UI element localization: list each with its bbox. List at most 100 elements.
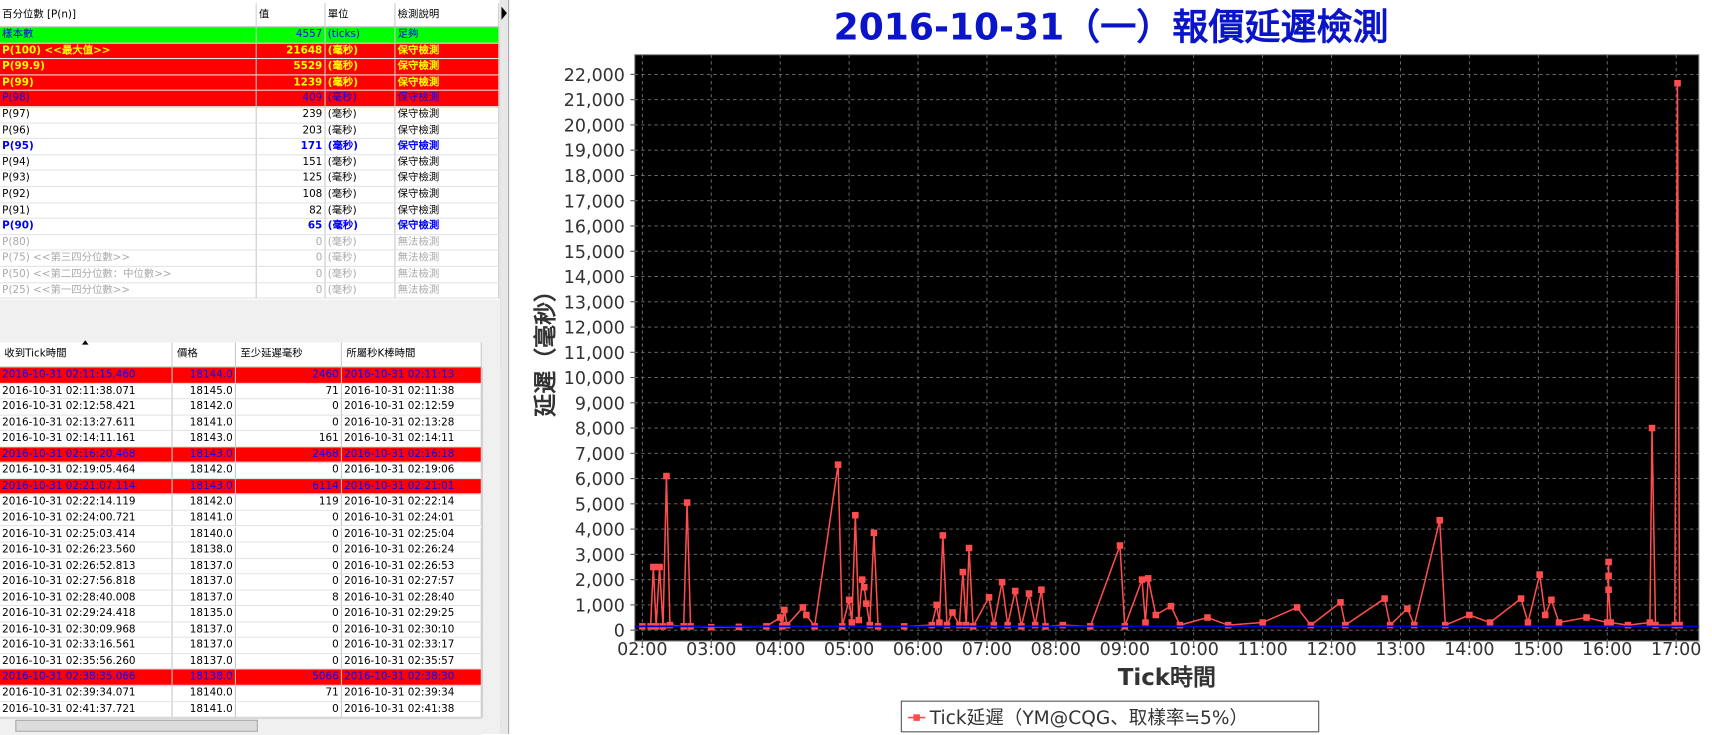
table-cell[interactable]: 2016-10-31 02:11:13	[341, 367, 482, 384]
table-cell[interactable]: 2016-10-31 02:16:18	[341, 447, 482, 464]
table-cell[interactable]: 2016-10-31 02:25:03.414	[0, 526, 173, 543]
table-cell[interactable]: 2016-10-31 02:22:14.119	[0, 494, 173, 511]
table-cell: (ticks)	[325, 27, 396, 44]
table-cell[interactable]: 0	[235, 638, 342, 655]
vertical-scrollbar[interactable]	[481, 367, 501, 718]
table-cell[interactable]: 0	[235, 606, 342, 623]
table-cell[interactable]: 2016-10-31 02:38:30	[341, 669, 482, 686]
table-cell[interactable]: 18137.0	[172, 558, 236, 575]
table-cell[interactable]: 18144.0	[172, 367, 236, 384]
table-cell[interactable]: 2016-10-31 02:24:00.721	[0, 510, 173, 527]
table-cell[interactable]: 71	[235, 383, 342, 400]
table-cell[interactable]: 2016-10-31 02:11:38	[341, 383, 482, 400]
scroll-thumb[interactable]	[15, 719, 258, 732]
table-cell[interactable]: 2016-10-31 02:25:04	[341, 526, 482, 543]
table-cell[interactable]: 18140.0	[172, 685, 236, 702]
table-cell[interactable]: 0	[235, 654, 342, 670]
table-cell[interactable]: 18137.0	[172, 638, 236, 655]
table-cell[interactable]: 2016-10-31 02:26:23.560	[0, 542, 173, 559]
column-header[interactable]: 收到Tick時間	[0, 342, 173, 368]
table-cell[interactable]: 0	[235, 510, 342, 527]
table-cell[interactable]: 2016-10-31 02:30:10	[341, 622, 482, 639]
table-cell[interactable]: 18141.0	[172, 701, 236, 718]
table-cell[interactable]: 18143.0	[172, 478, 236, 495]
column-header[interactable]: 所屬秒K棒時間	[341, 342, 482, 368]
table-cell[interactable]: 18143.0	[172, 431, 236, 448]
table-cell[interactable]: 0	[235, 415, 342, 432]
table-cell[interactable]: 0	[235, 701, 342, 718]
table-cell[interactable]: 0	[235, 622, 342, 639]
table-cell[interactable]: 18142.0	[172, 399, 236, 416]
table-cell[interactable]: 2016-10-31 02:21:07.114	[0, 478, 173, 495]
table-cell[interactable]: 2016-10-31 02:22:14	[341, 494, 482, 511]
table-cell[interactable]: 6114	[235, 478, 342, 495]
table-cell[interactable]: 0	[235, 463, 342, 479]
table-cell[interactable]: 18135.0	[172, 606, 236, 623]
table-cell[interactable]: 18141.0	[172, 510, 236, 527]
table-cell[interactable]: 2016-10-31 02:39:34	[341, 685, 482, 702]
table-cell[interactable]: 18137.0	[172, 590, 236, 607]
table-cell[interactable]: 2016-10-31 02:38:35.066	[0, 669, 173, 686]
table-cell[interactable]: 0	[235, 558, 342, 575]
table-cell[interactable]: 18143.0	[172, 447, 236, 464]
table-cell[interactable]: 2016-10-31 02:29:25	[341, 606, 482, 623]
table-cell[interactable]: 8	[235, 590, 342, 607]
table-cell[interactable]: 2016-10-31 02:26:53	[341, 558, 482, 575]
table-cell[interactable]: 18145.0	[172, 383, 236, 400]
table-cell[interactable]: 2016-10-31 02:13:28	[341, 415, 482, 432]
table-cell[interactable]: 2016-10-31 02:12:58.421	[0, 399, 173, 416]
table-cell[interactable]: 18138.0	[172, 669, 236, 686]
table-cell[interactable]: 2016-10-31 02:13:27.611	[0, 415, 173, 432]
table-cell[interactable]: 2016-10-31 02:26:24	[341, 542, 482, 559]
table-cell[interactable]: 2016-10-31 02:16:20.468	[0, 447, 173, 464]
table-cell[interactable]: 0	[235, 574, 342, 591]
table-cell[interactable]: 18140.0	[172, 526, 236, 543]
table-cell[interactable]: 161	[235, 431, 342, 448]
table-cell[interactable]: 2016-10-31 02:29:24.418	[0, 606, 173, 623]
column-header[interactable]: 百分位數 [P(n)]	[0, 3, 257, 28]
table-cell[interactable]: 0	[235, 399, 342, 416]
table-cell[interactable]: 2016-10-31 02:41:38	[341, 701, 482, 718]
table-cell[interactable]: 2016-10-31 02:39:34.071	[0, 685, 173, 702]
table-cell[interactable]: 2016-10-31 02:41:37.721	[0, 701, 173, 718]
table-cell[interactable]: 119	[235, 494, 342, 511]
column-header[interactable]: 單位	[325, 3, 396, 28]
table-cell[interactable]: 2016-10-31 02:14:11	[341, 431, 482, 448]
table-cell[interactable]: 2016-10-31 02:24:01	[341, 510, 482, 527]
table-cell[interactable]: 2016-10-31 02:11:38.071	[0, 383, 173, 400]
table-cell[interactable]: 2016-10-31 02:26:52.813	[0, 558, 173, 575]
table-cell[interactable]: 2016-10-31 02:11:15.460	[0, 367, 173, 384]
table-cell[interactable]: 18137.0	[172, 574, 236, 591]
table-cell[interactable]: 18142.0	[172, 463, 236, 479]
column-header[interactable]: 檢測說明	[395, 3, 500, 28]
table-cell[interactable]: 18142.0	[172, 494, 236, 511]
column-header[interactable]: 價格	[172, 342, 236, 368]
table-cell[interactable]: 2016-10-31 02:14:11.161	[0, 431, 173, 448]
table-cell[interactable]: 18137.0	[172, 622, 236, 639]
table-cell[interactable]: 2016-10-31 02:27:57	[341, 574, 482, 591]
table-cell[interactable]: 71	[235, 685, 342, 702]
table-cell[interactable]: 2016-10-31 02:33:16.561	[0, 638, 173, 655]
table-cell[interactable]: 18141.0	[172, 415, 236, 432]
table-cell[interactable]: 2460	[235, 367, 342, 384]
table-cell[interactable]: 2016-10-31 02:28:40.008	[0, 590, 173, 607]
splitter[interactable]	[500, 0, 510, 735]
table-cell[interactable]: 2016-10-31 02:19:06	[341, 463, 482, 479]
table-cell[interactable]: 2016-10-31 02:19:05.464	[0, 463, 173, 479]
table-cell[interactable]: 2016-10-31 02:28:40	[341, 590, 482, 607]
table-cell[interactable]: 2016-10-31 02:35:56.260	[0, 654, 173, 670]
table-cell[interactable]: 0	[235, 526, 342, 543]
column-header[interactable]: 值	[256, 3, 326, 28]
table-cell[interactable]: 2016-10-31 02:12:59	[341, 399, 482, 416]
table-cell[interactable]: 0	[235, 542, 342, 559]
table-cell[interactable]: 5066	[235, 669, 342, 686]
table-cell[interactable]: 2016-10-31 02:30:09.968	[0, 622, 173, 639]
table-cell[interactable]: 2016-10-31 02:27:56.818	[0, 574, 173, 591]
table-cell[interactable]: 18138.0	[172, 542, 236, 559]
table-cell[interactable]: 2468	[235, 447, 342, 464]
table-cell[interactable]: 18137.0	[172, 654, 236, 670]
column-header[interactable]: 至少延遲毫秒	[235, 342, 342, 368]
table-cell[interactable]: 2016-10-31 02:33:17	[341, 638, 482, 655]
table-cell[interactable]: 2016-10-31 02:21:01	[341, 478, 482, 495]
table-cell[interactable]: 2016-10-31 02:35:57	[341, 654, 482, 670]
